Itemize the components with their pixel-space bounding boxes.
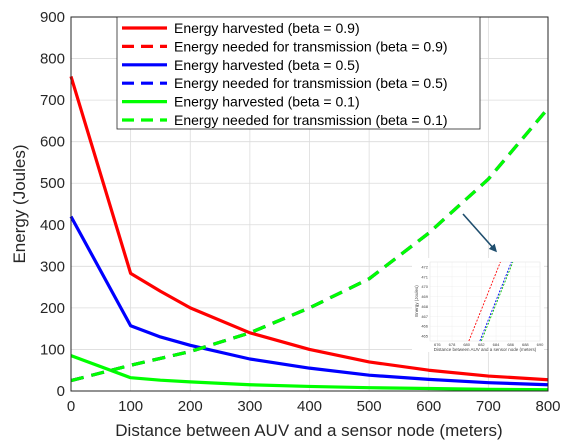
inset-y-axis-label: Energy (Joules) [414, 285, 419, 317]
x-tick-label: 800 [535, 398, 560, 415]
x-axis-label: Distance between AUV and a sensor node (… [115, 421, 502, 440]
legend-entry: Energy needed for transmission (beta = 0… [174, 112, 448, 128]
inset-y-tick-label: 469 [421, 294, 428, 299]
y-tick-label: 800 [40, 51, 65, 68]
y-tick-labels: 0 100 200 300 400 500 600 700 800 900 [40, 9, 65, 400]
legend-entry: Energy needed for transmission (beta = 0… [174, 38, 448, 54]
inset-y-tick-labels: 465 466 467 468 469 470 471 472 [421, 264, 428, 338]
legend-entry: Energy needed for transmission (beta = 0… [174, 75, 448, 91]
inset-x-tick-label: 678 [449, 342, 456, 347]
inset-series-line [468, 261, 501, 342]
x-tick-label: 500 [357, 398, 382, 415]
series-line [70, 354, 549, 392]
inset-y-tick-label: 471 [421, 274, 428, 279]
x-tick-label: 400 [297, 398, 322, 415]
inset-series-line [479, 261, 512, 342]
x-tick-label: 200 [178, 398, 203, 415]
legend-entry: Energy harvested (beta = 0.1) [174, 94, 360, 110]
series-line [69, 75, 549, 382]
legend-entry: Energy harvested (beta = 0.9) [174, 20, 360, 36]
inset-x-tick-label: 688 [522, 342, 529, 347]
inset-x-tick-label: 676 [434, 342, 441, 347]
x-tick-label: 100 [118, 398, 143, 415]
legend-entry: Energy harvested (beta = 0.5) [174, 57, 360, 73]
inset-lines [468, 261, 514, 342]
y-axis-label: Energy (Joules) [10, 144, 29, 263]
inset-x-tick-label: 682 [478, 342, 485, 347]
inset-grid [430, 262, 541, 341]
inset-x-tick-label: 680 [463, 342, 470, 347]
y-tick-label: 200 [40, 300, 65, 317]
series-line [69, 215, 549, 387]
series-group [69, 75, 550, 392]
inset-x-tick-label: 684 [493, 342, 500, 347]
y-tick-label: 700 [40, 92, 65, 109]
y-tick-label: 300 [40, 258, 65, 275]
x-tick-label: 300 [237, 398, 262, 415]
x-tick-label: 0 [67, 398, 75, 415]
inset-y-tick-label: 465 [421, 334, 428, 339]
inset-series-line [480, 261, 514, 342]
y-tick-label: 400 [40, 217, 65, 234]
series-line [70, 107, 550, 383]
x-tick-labels: 0 100 200 300 400 500 600 700 800 [67, 398, 561, 415]
inset-x-axis-label: Distance between AUV and a sensor node (… [434, 347, 537, 352]
inset-x-tick-label: 686 [507, 342, 514, 347]
x-tick-label: 700 [476, 398, 501, 415]
y-tick-label: 0 [57, 383, 65, 400]
y-tick-label: 600 [40, 134, 65, 151]
inset-x-tick-labels: 676 678 680 682 684 686 688 690 [434, 342, 544, 347]
y-tick-label: 900 [40, 9, 65, 26]
legend: Energy harvested (beta = 0.9) Energy need… [116, 16, 481, 130]
inset-x-tick-label: 690 [537, 342, 544, 347]
y-tick-label: 500 [40, 175, 65, 192]
inset-y-tick-label: 466 [421, 324, 428, 329]
x-tick-label: 600 [416, 398, 441, 415]
inset-y-tick-label: 467 [421, 314, 428, 319]
inset-y-tick-label: 472 [421, 264, 428, 269]
inset-zoom-plot: 676 678 680 682 684 686 688 690 465 466 467 468 469… [412, 258, 544, 352]
zoom-arrow [462, 213, 497, 253]
y-tick-label: 100 [40, 341, 65, 358]
inset-y-tick-label: 468 [421, 304, 428, 309]
inset-y-tick-label: 470 [421, 284, 428, 289]
